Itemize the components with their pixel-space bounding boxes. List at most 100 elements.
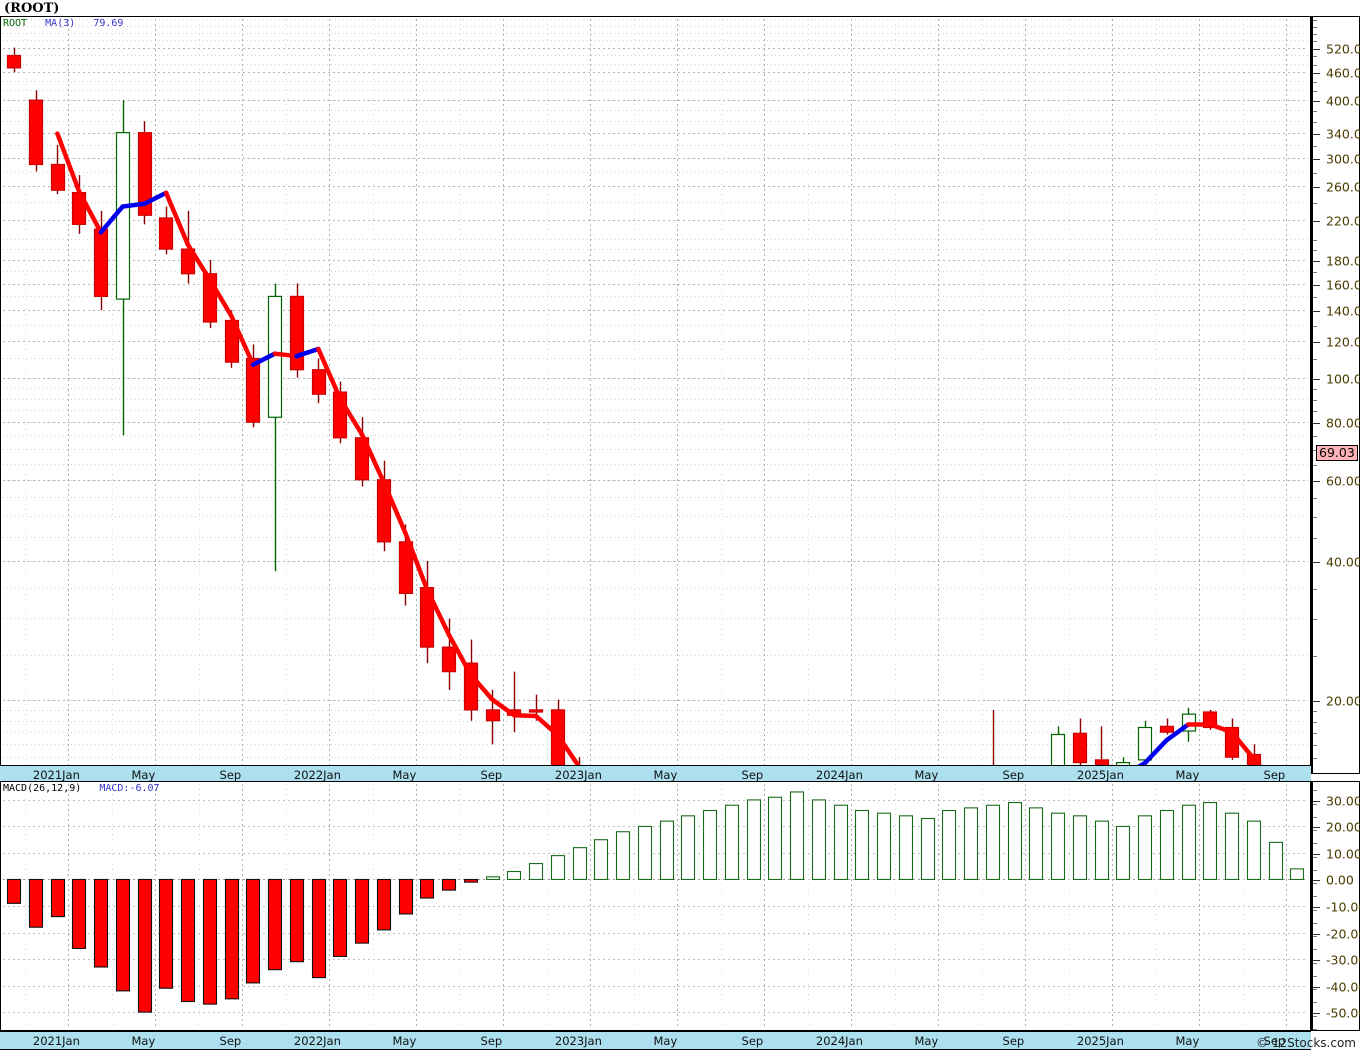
price-axis-minor-tick [1313, 411, 1317, 412]
price-axis-minor-tick [1313, 758, 1317, 759]
price-axis-tick [1313, 423, 1320, 424]
macd-chart-canvas [3, 784, 1308, 1028]
macd-axis-tick [1313, 854, 1320, 855]
price-axis-minor-tick [1313, 173, 1317, 174]
date-axis-label: May [914, 768, 939, 782]
macd-axis-minor-tick [1313, 790, 1317, 791]
macd-axis-label: -20.00 [1326, 926, 1360, 942]
price-axis-label: 160.00 [1326, 277, 1360, 292]
last-price-badge: 69.03 [1316, 444, 1358, 461]
price-axis-tick [1313, 285, 1320, 286]
macd-axis-tick [1313, 801, 1320, 802]
date-axis-label: May [914, 1034, 939, 1048]
date-axis-label: Sep [480, 768, 503, 782]
legend-ma-label: MA(3) [45, 18, 76, 29]
price-axis-minor-tick [1313, 34, 1317, 35]
price-axis-tick [1313, 342, 1320, 343]
macd-axis-minor-tick [1313, 936, 1317, 937]
price-axis-minor-tick [1313, 517, 1317, 518]
date-axis-label: May [392, 1034, 417, 1048]
macd-axis-minor-tick [1313, 923, 1317, 924]
price-axis-label: 80.00 [1326, 415, 1360, 431]
price-axis-tick [1313, 159, 1320, 160]
price-axis-label: 100.00 [1326, 371, 1360, 387]
date-axis-label: 2023Jan [554, 1034, 602, 1048]
price-axis-label: 460.00 [1326, 65, 1360, 81]
date-axis-label: 2024Jan [815, 1034, 863, 1048]
price-axis-minor-tick [1313, 146, 1317, 147]
date-axis-label: Sep [480, 1034, 503, 1048]
date-axis-label: Sep [741, 1034, 764, 1048]
price-axis-minor-tick [1313, 745, 1317, 746]
price-chart-canvas [3, 19, 1308, 773]
price-axis-minor-tick [1313, 465, 1317, 466]
price-axis-minor-tick [1313, 711, 1317, 712]
price-legend: ROOT MA(3) 79.69 [3, 18, 123, 29]
date-axis-label: May [653, 768, 678, 782]
price-axis-minor-tick [1313, 65, 1317, 66]
price-axis-minor-tick [1313, 450, 1317, 451]
macd-axis-minor-tick [1313, 989, 1317, 990]
price-axis-minor-tick [1313, 297, 1317, 298]
date-axis-label: Sep [219, 768, 242, 782]
macd-legend-value: MACD:-6.07 [99, 783, 160, 794]
price-axis-minor-tick [1313, 656, 1317, 657]
date-axis-label: May [131, 768, 156, 782]
date-axis-bottom: 2021Jan May Sep 2022Jan May Sep 2023Jan May Sep 2… [0, 1031, 1311, 1050]
macd-axis-minor-tick [1313, 870, 1317, 871]
macd-axis-minor-tick [1313, 896, 1317, 897]
price-axis-minor-tick [1313, 400, 1317, 401]
price-axis-label: 400.00 [1326, 93, 1360, 109]
macd-axis-minor-tick [1313, 883, 1317, 884]
price-axis-minor-tick [1313, 733, 1317, 734]
macd-axis-tick [1313, 960, 1320, 961]
price-axis-label: 220.00 [1326, 213, 1360, 229]
price-axis-minor-tick [1313, 240, 1317, 241]
macd-axis-label: 20.00 [1326, 819, 1360, 835]
price-axis-minor-tick [1313, 203, 1317, 204]
macd-axis-label: 30.00 [1326, 793, 1360, 809]
price-axis-minor-tick [1313, 359, 1317, 360]
watermark: © 12Stocks.com [1256, 1036, 1356, 1050]
macd-axis-minor-tick [1313, 857, 1317, 858]
date-axis-label: 2025Jan [1076, 768, 1124, 782]
date-axis-label: May [1175, 1034, 1200, 1048]
price-axis-minor-tick [1313, 91, 1317, 92]
macd-axis-label: -50.00 [1326, 1005, 1360, 1021]
price-axis-tick [1313, 73, 1320, 74]
price-axis-label: 140.00 [1326, 303, 1360, 319]
price-axis-label: 120.00 [1326, 334, 1360, 350]
macd-axis-tick [1313, 827, 1320, 828]
price-axis-tick [1313, 261, 1320, 262]
price-axis-minor-tick [1313, 122, 1317, 123]
price-axis-tick [1313, 562, 1320, 563]
date-axis-label: Sep [1002, 768, 1025, 782]
date-axis-label: 2025Jan [1076, 1034, 1124, 1048]
macd-axis-minor-tick [1313, 976, 1317, 977]
macd-axis-minor-tick [1313, 804, 1317, 805]
macd-legend-label: MACD(26,12,9) [3, 783, 82, 794]
macd-axis-label: -30.00 [1326, 952, 1360, 968]
date-axis-label: May [392, 768, 417, 782]
date-axis-label: 2022Jan [293, 1034, 341, 1048]
price-axis-minor-tick [1313, 389, 1317, 390]
legend-symbol: ROOT [3, 18, 28, 29]
date-axis-label: Sep [741, 768, 764, 782]
macd-axis-tick [1313, 1013, 1320, 1014]
date-axis-label: Sep [1263, 768, 1286, 782]
date-axis-label: May [1175, 768, 1200, 782]
price-axis-minor-tick [1313, 589, 1317, 590]
date-axis-label: May [131, 1034, 156, 1048]
price-axis-minor-tick [1313, 20, 1317, 21]
price-axis-minor-tick [1313, 56, 1317, 57]
price-axis-minor-tick [1313, 250, 1317, 251]
price-axis-minor-tick [1313, 82, 1317, 83]
macd-axis-label: 0.00 [1326, 872, 1354, 888]
date-axis-label: Sep [1263, 1034, 1286, 1048]
macd-axis-label: -10.00 [1326, 899, 1360, 915]
macd-axis-minor-tick [1313, 830, 1317, 831]
date-axis-top: 2021Jan May Sep 2022Jan May Sep 2023Jan May Sep 2… [0, 765, 1311, 784]
price-axis-label: 40.00 [1326, 554, 1360, 570]
price-axis-minor-tick [1313, 538, 1317, 539]
macd-axis-label: 10.00 [1326, 846, 1360, 862]
